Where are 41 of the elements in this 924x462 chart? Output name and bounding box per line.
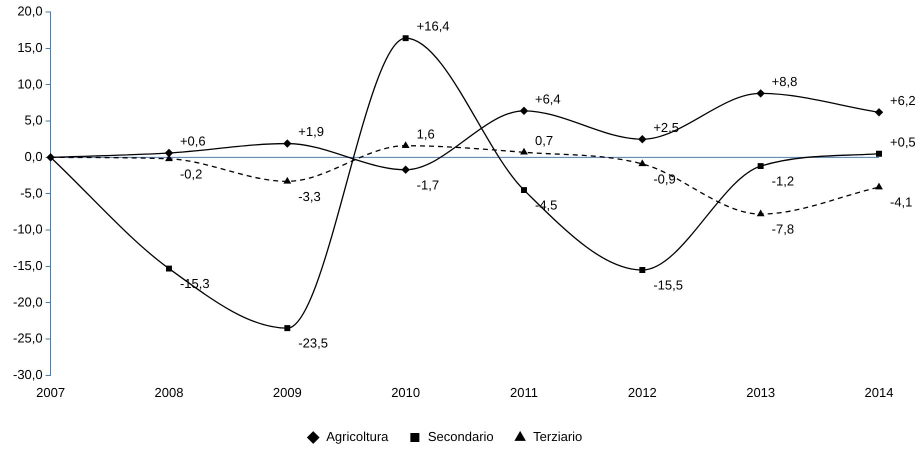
data-label: -23,5 — [298, 336, 328, 351]
data-label: -4,1 — [890, 194, 912, 210]
x-tick-label: 2013 — [746, 384, 776, 400]
y-tick-label: -15,0 — [12, 258, 43, 273]
data-label: -0,9 — [653, 171, 676, 186]
data-label: +0,5 — [890, 134, 916, 150]
data-label: 1,6 — [416, 126, 435, 142]
x-tick-label: 2008 — [154, 384, 184, 400]
x-tick-label: 2014 — [864, 384, 894, 400]
y-tick-label: 0,0 — [24, 148, 43, 164]
legend-label: Agricoltura — [326, 429, 390, 444]
x-tick-label: 2009 — [272, 384, 302, 400]
y-tick-label: -30,0 — [12, 366, 43, 382]
y-tick-label: -10,0 — [12, 222, 43, 237]
y-tick-label: -25,0 — [12, 330, 43, 346]
data-label: -7,8 — [772, 222, 794, 237]
legend-label: Terziario — [533, 429, 582, 444]
y-tick-label: 5,0 — [24, 112, 43, 128]
data-label: -0,2 — [180, 166, 202, 182]
x-tick-label: 2010 — [391, 384, 420, 400]
data-label: +2,5 — [653, 120, 679, 135]
x-tick-label: 2007 — [36, 384, 66, 400]
data-label: -1,2 — [772, 174, 794, 189]
y-tick-label: -20,0 — [12, 294, 43, 310]
data-label: +6,4 — [534, 91, 561, 106]
y-tick-label: 10,0 — [17, 76, 43, 92]
data-label: +0,6 — [180, 134, 206, 149]
y-tick-label: 20,0 — [17, 4, 43, 19]
data-label: -1,7 — [416, 177, 440, 192]
data-label: 0,7 — [534, 132, 554, 148]
data-label: -3,3 — [298, 188, 321, 204]
data-label: -15,5 — [653, 278, 683, 293]
data-label: +6,2 — [890, 92, 916, 108]
data-label: +16,4 — [416, 18, 450, 34]
data-label: +8,8 — [772, 74, 798, 89]
x-tick-label: 2012 — [628, 384, 657, 400]
legend-label: Secondario — [428, 429, 494, 444]
y-tick-label: 15,0 — [17, 40, 43, 55]
x-tick-label: 2011 — [510, 384, 538, 400]
y-tick-label: -5,0 — [20, 185, 43, 200]
data-label: +1,9 — [298, 124, 324, 140]
